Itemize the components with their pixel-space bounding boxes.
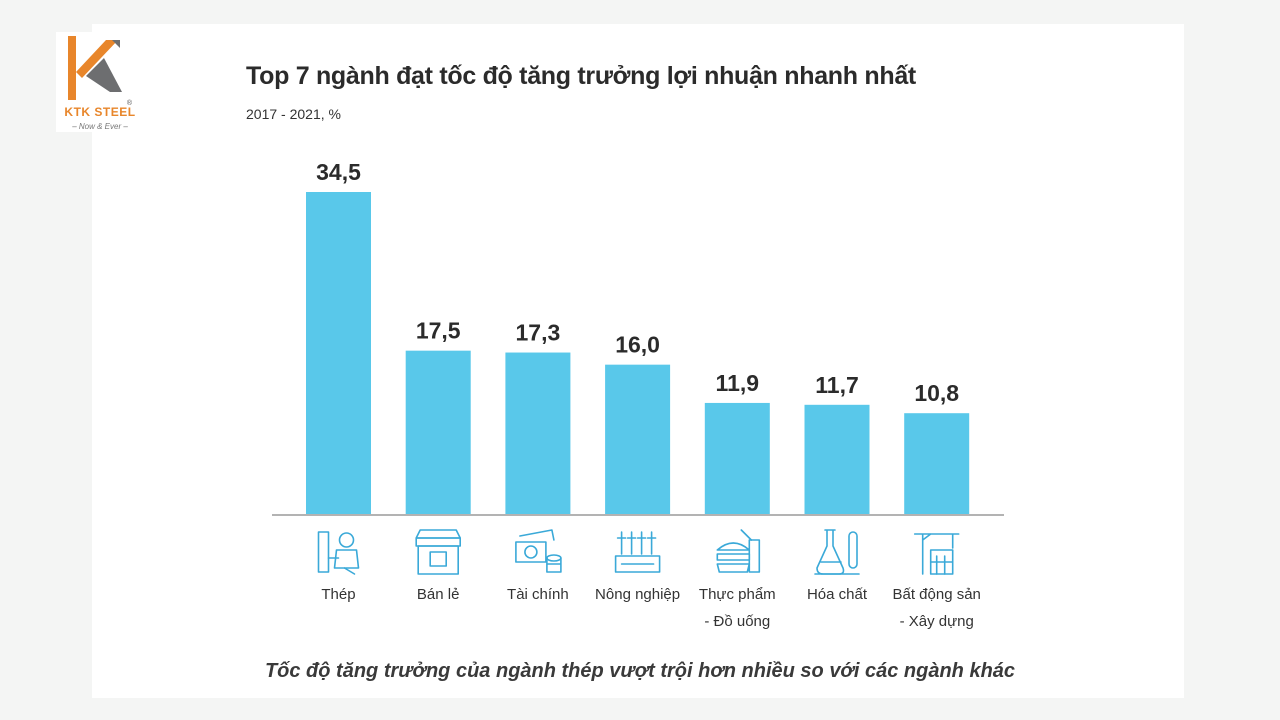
bar <box>405 350 471 514</box>
ktk-steel-logo: KTK STEEL ® – Now & Ever – <box>56 32 144 132</box>
bar <box>804 404 870 514</box>
flask-icon <box>814 529 860 575</box>
bar-value-label: 11,9 <box>716 370 760 396</box>
logo-tagline: – Now & Ever – <box>72 122 128 131</box>
bar <box>306 192 371 514</box>
logo-mark-icon <box>68 36 122 100</box>
logo-name: KTK STEEL <box>64 105 136 119</box>
money-icon <box>515 529 562 573</box>
bar <box>605 364 671 514</box>
figure-caption: Tốc độ tăng trưởng của ngành thép vượt t… <box>264 660 1016 682</box>
bar-value-label: 34,5 <box>316 159 361 185</box>
bar-value-label: 17,3 <box>516 320 561 346</box>
food-drink-icon <box>716 529 761 573</box>
category-label: - Xây dựng <box>900 613 974 630</box>
category-label: Tài chính <box>507 586 569 603</box>
bar-value-label: 16,0 <box>615 332 660 358</box>
chart-card <box>92 24 1184 698</box>
bar <box>904 413 970 514</box>
chart-subtitle: 2017 - 2021, % <box>246 106 341 122</box>
construction-crane-icon <box>913 533 960 575</box>
bar-value-label: 10,8 <box>914 380 959 406</box>
category-label: Thép <box>321 586 355 603</box>
category-label: Bán lẻ <box>417 586 460 603</box>
logo-registered-mark: ® <box>126 100 132 107</box>
farm-icon <box>614 531 661 573</box>
category-label: - Đồ uống <box>704 613 770 630</box>
bar-value-label: 17,5 <box>416 318 461 344</box>
bar <box>704 402 770 514</box>
category-label: Thực phẩm <box>699 586 776 603</box>
bar <box>505 352 571 514</box>
category-label: Bất động sản <box>892 586 980 603</box>
store-icon <box>415 529 462 575</box>
category-label: Hóa chất <box>807 586 868 603</box>
welder-icon <box>317 531 360 575</box>
chart-title: Top 7 ngành đạt tốc độ tăng trưởng lợi n… <box>246 62 916 90</box>
bar-value-label: 11,7 <box>815 372 859 398</box>
category-label: Nông nghiệp <box>595 586 680 603</box>
